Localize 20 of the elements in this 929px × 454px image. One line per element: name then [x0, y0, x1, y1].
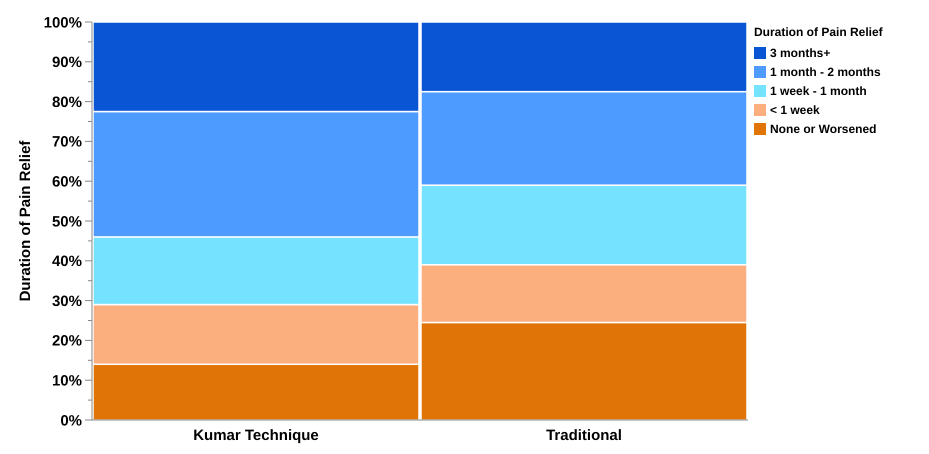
y-tick-label: 90%: [52, 54, 82, 72]
y-tick-label: 60%: [52, 173, 82, 190]
legend-title: Duration of Pain Relief: [754, 25, 884, 39]
y-tick-label: 50%: [52, 213, 82, 230]
text: 1 month - 2 months: [770, 65, 881, 79]
legend-label: None or Worsened: [770, 122, 876, 136]
y-tick-label: 20%: [52, 332, 82, 350]
y-tick-label: 30%: [52, 292, 82, 310]
y-tick-label: 0%: [60, 412, 82, 430]
y-tick-label: 100%: [44, 14, 82, 32]
legend-label: < 1 week: [770, 103, 820, 117]
y-tick-label: 40%: [52, 253, 82, 270]
legend-label: 3 months+: [770, 46, 830, 60]
x-tick-label: Kumar Technique: [193, 427, 319, 444]
x-tick-label: Traditional: [546, 427, 622, 444]
y-tick-label: 70%: [52, 134, 82, 151]
y-axis-title: Duration of Pain Relief: [17, 140, 34, 302]
legend-label: 1 week - 1 month: [770, 84, 867, 98]
y-tick-label: 80%: [52, 94, 82, 111]
y-tick-label: 10%: [52, 372, 82, 390]
